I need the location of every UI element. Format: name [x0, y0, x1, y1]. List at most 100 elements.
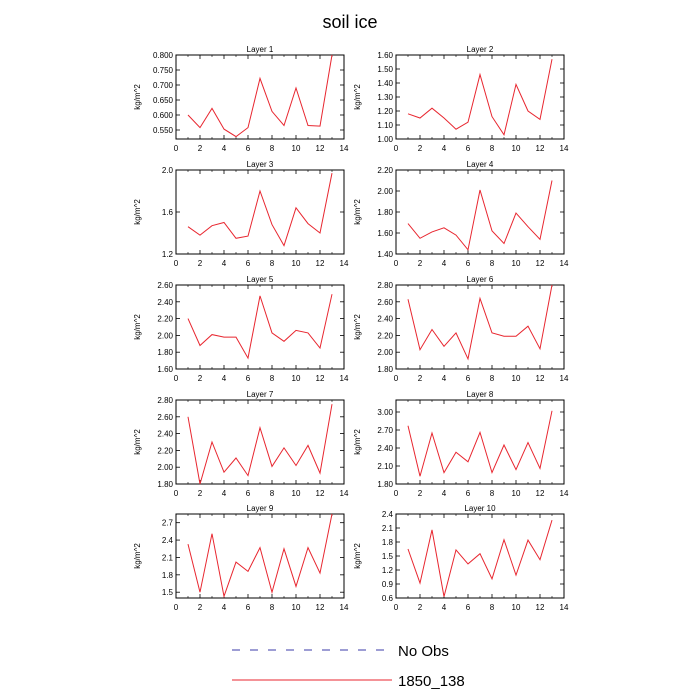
panel-title: Layer 7 — [247, 390, 274, 399]
x-tick-label: 4 — [222, 144, 227, 153]
x-tick-label: 6 — [466, 144, 471, 153]
plot-frame — [395, 169, 565, 255]
x-tick-label: 10 — [292, 144, 301, 153]
y-tick-label: 1.60 — [377, 51, 393, 60]
x-tick-label: 4 — [222, 374, 227, 383]
y-tick-label: 0.6 — [382, 594, 394, 603]
y-tick-label: 2.60 — [157, 281, 173, 290]
y-tick-label: 2.40 — [157, 430, 173, 439]
y-tick-label: 2.4 — [162, 536, 174, 545]
x-tick-label: 4 — [442, 144, 447, 153]
y-tick-label: 2.20 — [157, 446, 173, 455]
y-tick-label: 1.80 — [377, 208, 393, 217]
y-tick-label: 2.00 — [157, 331, 173, 340]
y-tick-label: 2.10 — [377, 462, 393, 471]
y-tick-label: 1.80 — [157, 348, 173, 357]
x-tick-label: 2 — [418, 489, 423, 498]
x-tick-label: 10 — [512, 144, 521, 153]
x-tick-label: 6 — [466, 259, 471, 268]
x-tick-label: 10 — [512, 489, 521, 498]
y-tick-label: 2.40 — [157, 298, 173, 307]
y-tick-label: 1.80 — [157, 480, 173, 489]
x-tick-label: 8 — [270, 603, 275, 612]
y-tick-label: 2.0 — [162, 166, 174, 175]
x-tick-label: 8 — [490, 144, 495, 153]
x-tick-label: 8 — [270, 374, 275, 383]
x-tick-label: 0 — [174, 489, 179, 498]
y-tick-label: 2.20 — [377, 331, 393, 340]
y-tick-label: 2.80 — [157, 396, 173, 405]
x-tick-label: 0 — [174, 603, 179, 612]
plot-frame — [395, 513, 565, 599]
x-tick-label: 2 — [198, 144, 203, 153]
panel-title: Layer 5 — [247, 275, 274, 284]
panel-title: Layer 9 — [247, 504, 274, 513]
series-line — [187, 294, 333, 360]
x-tick-label: 14 — [340, 489, 349, 498]
x-tick-label: 6 — [246, 144, 251, 153]
legend-label: 1850_138 — [398, 673, 465, 690]
y-tick-label: 2.1 — [382, 524, 394, 533]
x-tick-label: 6 — [466, 603, 471, 612]
x-tick-label: 12 — [536, 144, 545, 153]
y-axis-label: kg/m^2 — [353, 543, 362, 569]
y-tick-label: 2.80 — [377, 281, 393, 290]
panel-title: Layer 4 — [467, 160, 494, 169]
x-tick-label: 0 — [394, 259, 399, 268]
y-tick-label: 2.60 — [377, 298, 393, 307]
x-tick-label: 0 — [394, 144, 399, 153]
x-tick-label: 4 — [222, 489, 227, 498]
panel-layer-4: Layer 4 0 2 4 6 8 10 12 14 1.40 1.60 1.80 2.00 2.20 kg… — [353, 160, 569, 268]
y-axis-label: kg/m^2 — [133, 543, 142, 569]
x-tick-label: 12 — [536, 259, 545, 268]
panel-layer-10: Layer 10 0 2 4 6 8 10 12 14 0.6 0.9 1.2 1.5 1.8 2.1 2.4… — [353, 504, 569, 612]
x-tick-label: 14 — [560, 374, 569, 383]
panel-title: Layer 8 — [467, 390, 494, 399]
x-tick-label: 8 — [490, 374, 495, 383]
y-tick-label: 1.80 — [377, 480, 393, 489]
y-tick-label: 0.550 — [153, 126, 174, 135]
x-tick-label: 12 — [536, 489, 545, 498]
y-tick-label: 2.00 — [377, 187, 393, 196]
y-tick-label: 0.9 — [382, 580, 394, 589]
y-tick-label: 1.50 — [377, 65, 393, 74]
y-tick-label: 2.40 — [377, 315, 393, 324]
y-tick-label: 2.70 — [377, 426, 393, 435]
x-tick-label: 0 — [174, 144, 179, 153]
y-tick-label: 1.60 — [157, 365, 173, 374]
y-tick-label: 1.30 — [377, 93, 393, 102]
x-tick-label: 0 — [174, 259, 179, 268]
y-axis-label: kg/m^2 — [353, 314, 362, 340]
x-tick-label: 12 — [536, 603, 545, 612]
panel-layer-6: Layer 6 0 2 4 6 8 10 12 14 1.80 2.00 2.20 2.40 2.60 2.… — [353, 275, 569, 383]
x-tick-label: 8 — [270, 259, 275, 268]
y-axis-label: kg/m^2 — [353, 429, 362, 455]
y-tick-label: 2.40 — [377, 444, 393, 453]
x-tick-label: 4 — [442, 489, 447, 498]
y-tick-label: 0.700 — [153, 81, 174, 90]
x-tick-label: 12 — [536, 374, 545, 383]
y-axis-label: kg/m^2 — [133, 314, 142, 340]
x-tick-label: 0 — [394, 374, 399, 383]
x-tick-label: 4 — [442, 603, 447, 612]
x-tick-label: 6 — [466, 489, 471, 498]
x-tick-label: 4 — [442, 259, 447, 268]
x-tick-label: 2 — [198, 259, 203, 268]
y-tick-label: 2.20 — [377, 166, 393, 175]
y-axis-label: kg/m^2 — [353, 199, 362, 225]
x-tick-label: 14 — [560, 144, 569, 153]
y-axis-label: kg/m^2 — [353, 84, 362, 110]
y-tick-label: 1.20 — [377, 107, 393, 116]
y-tick-label: 1.8 — [162, 571, 174, 580]
panel-layer-5: Layer 5 0 2 4 6 8 10 12 14 1.60 1.80 2.00 2.20 2.40 2.… — [133, 275, 349, 383]
series-line — [407, 59, 553, 137]
legend-item: No Obs — [232, 643, 449, 660]
panel-layer-1: Layer 1 0 2 4 6 8 10 12 14 0.550 0.600 0.650 0.700 0.… — [133, 45, 349, 153]
series-line — [187, 513, 333, 599]
x-tick-label: 10 — [292, 259, 301, 268]
series-line — [407, 410, 553, 477]
x-tick-label: 14 — [340, 144, 349, 153]
y-tick-label: 1.5 — [162, 588, 174, 597]
y-tick-label: 3.00 — [377, 408, 393, 417]
